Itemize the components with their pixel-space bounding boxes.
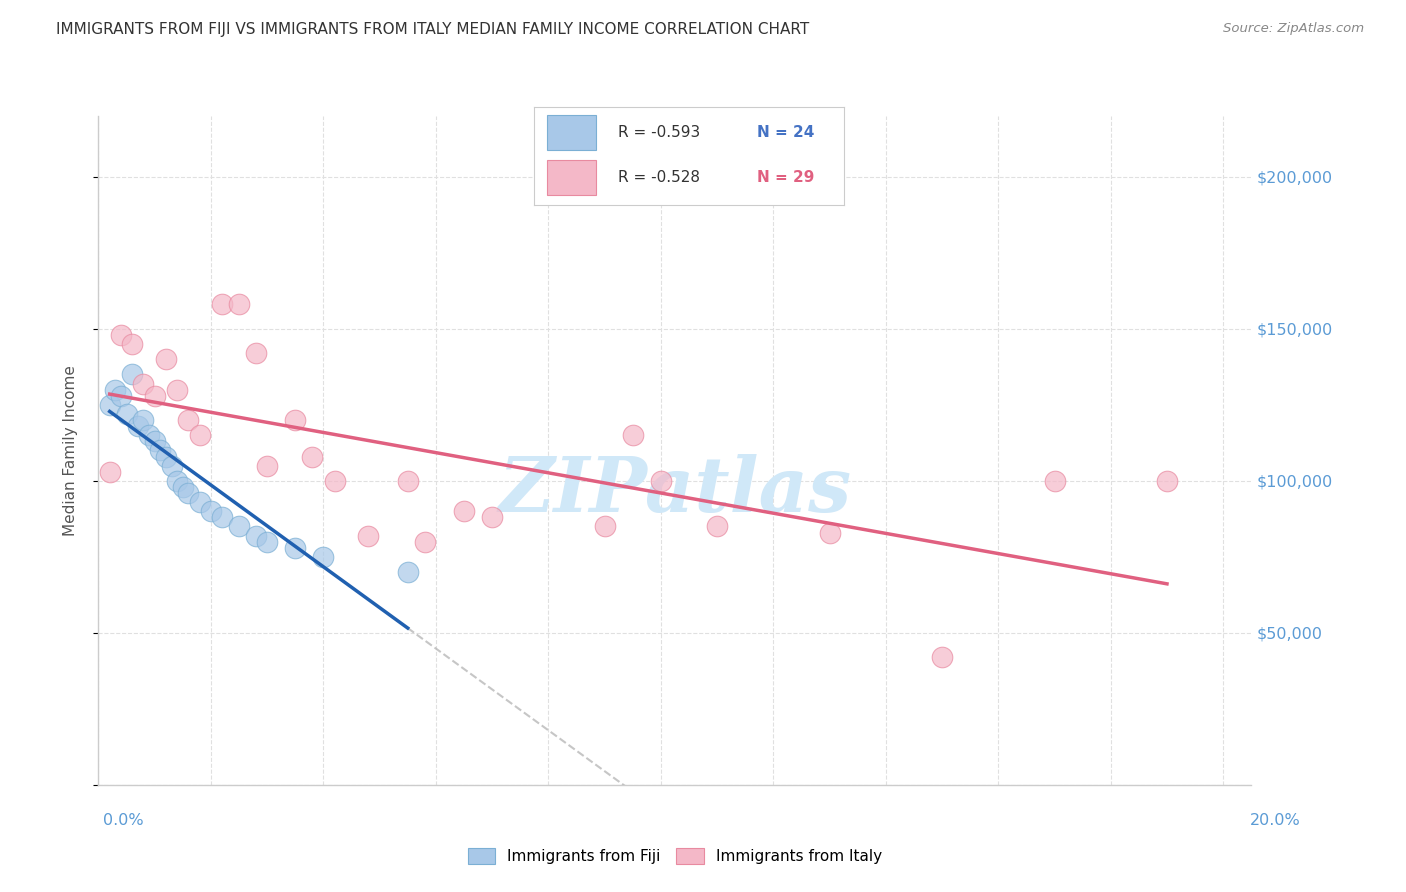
Point — [132, 376, 155, 391]
Point — [188, 428, 211, 442]
Point — [323, 474, 346, 488]
Point — [284, 541, 307, 555]
Point — [155, 450, 177, 464]
Text: N = 29: N = 29 — [756, 170, 814, 186]
Point — [245, 346, 267, 360]
Point — [177, 413, 200, 427]
Point — [143, 389, 166, 403]
Point — [200, 504, 222, 518]
Point — [98, 465, 121, 479]
Point — [211, 510, 233, 524]
Point — [650, 474, 672, 488]
Point — [115, 407, 138, 421]
Point — [155, 352, 177, 367]
Point — [301, 450, 323, 464]
Point — [172, 480, 194, 494]
Point — [396, 474, 419, 488]
Point — [706, 519, 728, 533]
Point — [121, 368, 143, 382]
Point — [121, 337, 143, 351]
Point — [453, 504, 475, 518]
Point — [818, 525, 841, 540]
Point — [188, 495, 211, 509]
Text: R = -0.528: R = -0.528 — [617, 170, 700, 186]
Text: IMMIGRANTS FROM FIJI VS IMMIGRANTS FROM ITALY MEDIAN FAMILY INCOME CORRELATION C: IMMIGRANTS FROM FIJI VS IMMIGRANTS FROM … — [56, 22, 810, 37]
Point — [166, 383, 188, 397]
Point — [228, 297, 250, 311]
Point — [132, 413, 155, 427]
Point — [110, 389, 132, 403]
FancyBboxPatch shape — [547, 115, 596, 150]
Point — [110, 327, 132, 342]
Point — [1043, 474, 1066, 488]
Point — [413, 534, 436, 549]
Point — [256, 534, 278, 549]
Text: 0.0%: 0.0% — [103, 814, 143, 828]
Text: ZIPatlas: ZIPatlas — [498, 454, 852, 527]
Point — [166, 474, 188, 488]
Point — [312, 549, 335, 564]
Point — [104, 383, 127, 397]
Point — [149, 443, 172, 458]
Point — [621, 428, 644, 442]
Point — [245, 528, 267, 542]
Point — [284, 413, 307, 427]
Text: 20.0%: 20.0% — [1250, 814, 1301, 828]
Text: N = 24: N = 24 — [756, 125, 814, 140]
Point — [1156, 474, 1178, 488]
Text: R = -0.593: R = -0.593 — [617, 125, 700, 140]
Point — [481, 510, 503, 524]
Point — [256, 458, 278, 473]
Point — [177, 486, 200, 500]
Point — [396, 565, 419, 579]
Legend: Immigrants from Fiji, Immigrants from Italy: Immigrants from Fiji, Immigrants from It… — [468, 848, 882, 864]
Point — [138, 428, 160, 442]
Point — [98, 398, 121, 412]
Y-axis label: Median Family Income: Median Family Income — [63, 365, 77, 536]
Point — [211, 297, 233, 311]
Point — [593, 519, 616, 533]
Point — [127, 419, 149, 434]
Point — [228, 519, 250, 533]
Point — [931, 650, 953, 665]
Point — [160, 458, 183, 473]
Point — [357, 528, 380, 542]
Point — [143, 434, 166, 449]
FancyBboxPatch shape — [547, 160, 596, 195]
Text: Source: ZipAtlas.com: Source: ZipAtlas.com — [1223, 22, 1364, 36]
